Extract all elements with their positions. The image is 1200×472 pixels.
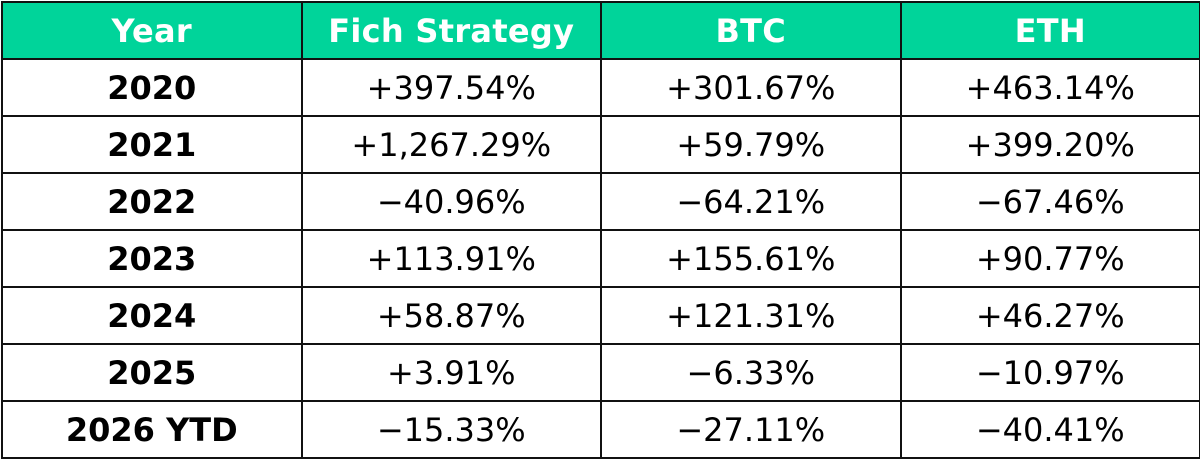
return-cell-eth: −67.46% <box>901 173 1200 230</box>
table-row: 2025+3.91%−6.33%−10.97% <box>2 344 1200 401</box>
table-row: 2023+113.91%+155.61%+90.77% <box>2 230 1200 287</box>
return-cell-fich-strategy: +3.91% <box>302 344 602 401</box>
return-cell-fich-strategy: +397.54% <box>302 59 602 116</box>
table-row: 2024+58.87%+121.31%+46.27% <box>2 287 1200 344</box>
return-cell-btc: +155.61% <box>601 230 901 287</box>
return-cell-eth: +463.14% <box>901 59 1200 116</box>
table-row: 2021+1,267.29%+59.79%+399.20% <box>2 116 1200 173</box>
return-cell-eth: −40.41% <box>901 401 1200 458</box>
year-cell: 2024 <box>2 287 302 344</box>
return-cell-btc: +301.67% <box>601 59 901 116</box>
year-cell: 2022 <box>2 173 302 230</box>
column-header-year: Year <box>2 2 302 59</box>
return-cell-fich-strategy: +113.91% <box>302 230 602 287</box>
return-cell-btc: +59.79% <box>601 116 901 173</box>
return-cell-btc: −27.11% <box>601 401 901 458</box>
table-row: 2026 YTD−15.33%−27.11%−40.41% <box>2 401 1200 458</box>
table-body: 2020+397.54%+301.67%+463.14%2021+1,267.2… <box>2 59 1200 458</box>
year-cell: 2020 <box>2 59 302 116</box>
return-cell-eth: +399.20% <box>901 116 1200 173</box>
year-cell: 2025 <box>2 344 302 401</box>
return-cell-btc: −64.21% <box>601 173 901 230</box>
year-cell: 2026 YTD <box>2 401 302 458</box>
return-cell-fich-strategy: +1,267.29% <box>302 116 602 173</box>
table-row: 2020+397.54%+301.67%+463.14% <box>2 59 1200 116</box>
column-header-fich-strategy: Fich Strategy <box>302 2 602 59</box>
return-cell-eth: +90.77% <box>901 230 1200 287</box>
year-cell: 2023 <box>2 230 302 287</box>
column-header-btc: BTC <box>601 2 901 59</box>
return-cell-btc: +121.31% <box>601 287 901 344</box>
return-cell-fich-strategy: −40.96% <box>302 173 602 230</box>
return-cell-btc: −6.33% <box>601 344 901 401</box>
return-cell-fich-strategy: −15.33% <box>302 401 602 458</box>
return-cell-eth: +46.27% <box>901 287 1200 344</box>
return-cell-fich-strategy: +58.87% <box>302 287 602 344</box>
table-row: 2022−40.96%−64.21%−67.46% <box>2 173 1200 230</box>
year-cell: 2021 <box>2 116 302 173</box>
column-header-eth: ETH <box>901 2 1200 59</box>
return-cell-eth: −10.97% <box>901 344 1200 401</box>
